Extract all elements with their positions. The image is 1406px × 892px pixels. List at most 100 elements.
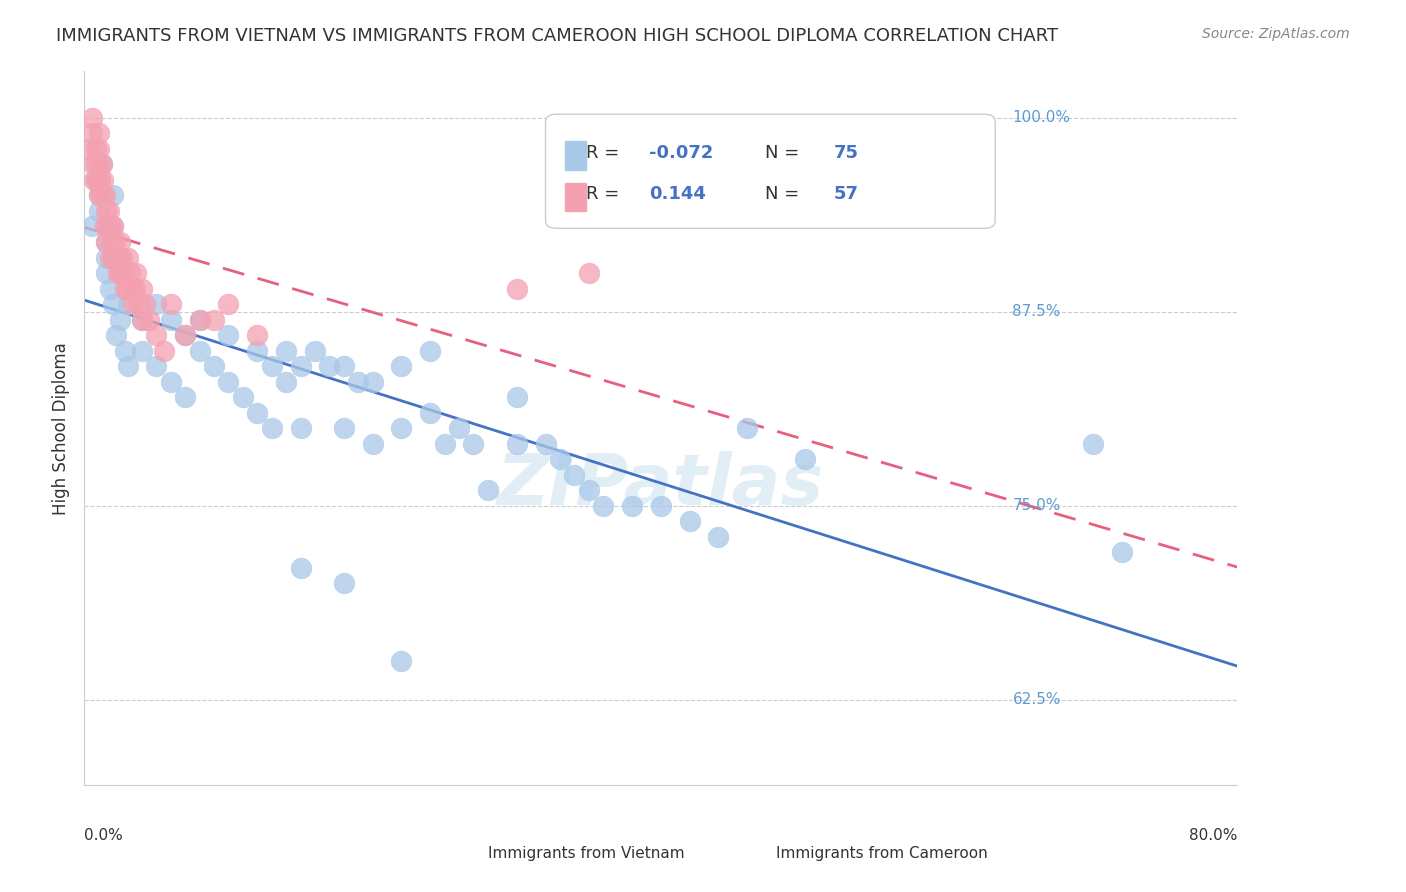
Point [98,219,121,234]
Point [260,421,283,435]
Point [794,452,817,467]
Bar [565,141,586,169]
Point [621,499,644,513]
Point [110,235,132,249]
Point [125,266,148,280]
Point [290,561,312,575]
Text: 80.0%: 80.0% [1189,828,1237,843]
Point [112,266,135,280]
Point [120,266,142,280]
Point [103,219,124,234]
Point [87,204,110,219]
Point [145,328,167,343]
Point [347,375,370,389]
Point [138,312,160,326]
Point [218,297,240,311]
Text: IMMIGRANTS FROM VIETNAM VS IMMIGRANTS FROM CAMEROON HIGH SCHOOL DIPLOMA CORRELAT: IMMIGRANTS FROM VIETNAM VS IMMIGRANTS FR… [56,27,1059,45]
Point [97,204,120,219]
Point [77,142,100,156]
Text: Source: ZipAtlas.com: Source: ZipAtlas.com [1202,27,1350,41]
Point [160,375,183,389]
Point [188,312,211,326]
Point [131,312,153,326]
Text: 87.5%: 87.5% [1012,304,1062,319]
Point [174,390,197,404]
Point [94,235,117,249]
Point [90,157,112,171]
Point [506,390,529,404]
Point [83,173,105,187]
Point [433,436,456,450]
Point [98,281,121,295]
Point [534,436,557,450]
Text: 100.0%: 100.0% [1012,111,1070,126]
Point [707,530,730,544]
Point [100,235,122,249]
Point [578,483,600,498]
Point [578,266,600,280]
Point [737,421,759,435]
Point [419,343,441,358]
Text: -0.072: -0.072 [650,145,714,162]
Point [87,188,110,202]
Point [548,452,571,467]
Point [333,359,356,373]
Point [110,312,132,326]
Point [86,173,108,187]
Point [93,219,115,234]
Point [361,436,384,450]
Point [103,188,124,202]
Point [128,297,150,311]
Point [105,251,128,265]
Text: 0.0%: 0.0% [84,828,124,843]
Text: N =: N = [765,186,804,203]
Point [87,127,110,141]
Point [122,297,145,311]
Bar [565,183,586,211]
Point [104,235,127,249]
Point [110,266,132,280]
Point [84,157,107,171]
Point [87,188,110,202]
Point [276,343,298,358]
Point [260,359,283,373]
Point [117,359,139,373]
Point [1083,436,1105,450]
Point [304,343,326,358]
Point [131,312,153,326]
Point [419,406,441,420]
Point [91,173,114,187]
Point [232,390,254,404]
Point [114,343,136,358]
Point [94,235,117,249]
Bar [730,822,751,840]
Point [276,375,298,389]
Text: 75: 75 [834,145,859,162]
Point [110,251,132,265]
Point [89,173,111,187]
Point [94,251,117,265]
Point [98,219,121,234]
Point [160,297,183,311]
Point [87,142,110,156]
Point [650,499,672,513]
Point [246,328,269,343]
Point [145,297,167,311]
Point [117,297,139,311]
Point [449,421,471,435]
Point [564,467,586,482]
Point [80,219,103,234]
Point [131,343,153,358]
Point [98,251,121,265]
Point [202,312,225,326]
Point [145,359,167,373]
Point [103,251,124,265]
Point [124,281,146,295]
Bar [441,822,463,840]
Point [80,127,103,141]
Text: 62.5%: 62.5% [1012,692,1062,707]
Text: Immigrants from Cameroon: Immigrants from Cameroon [776,846,988,861]
Point [188,343,211,358]
Point [506,281,529,295]
Point [87,157,110,171]
